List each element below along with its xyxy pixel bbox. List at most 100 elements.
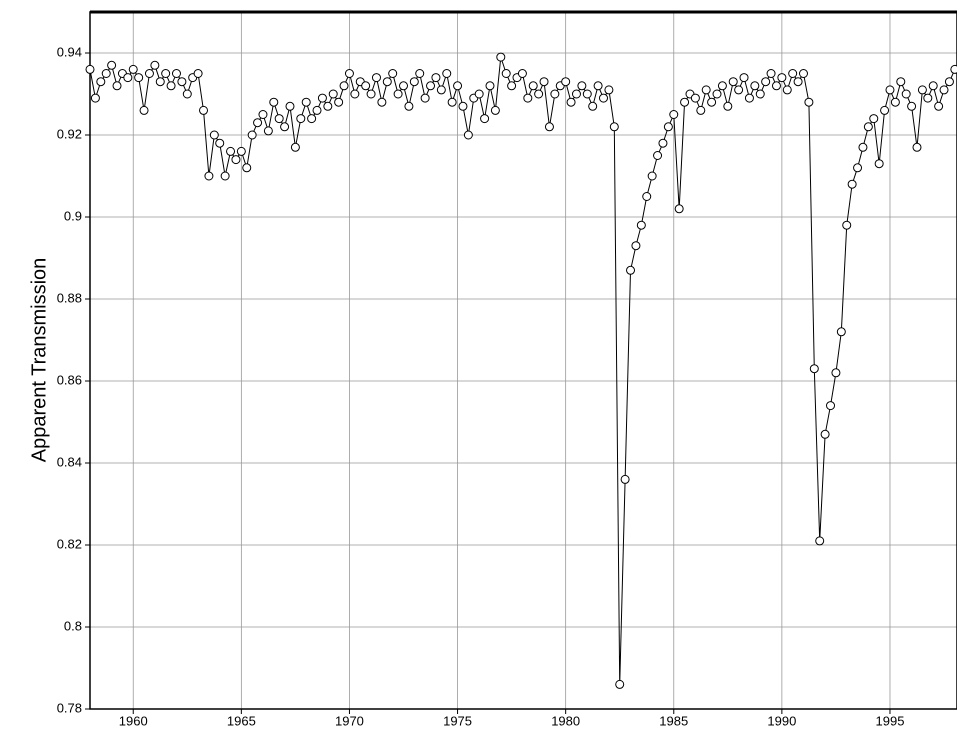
data-point [307,114,317,124]
data-point [647,171,657,181]
data-point [388,69,398,78]
y-axis-label: Apparent Transmission [28,258,50,463]
data-point [842,220,852,230]
data-point [231,155,241,165]
data-point [101,69,111,78]
data-point [858,142,868,152]
data-point [399,81,409,91]
y-tick-label: 0.82 [57,536,82,551]
data-point [815,536,825,546]
plot-frame [89,11,957,710]
data-point [766,69,776,78]
x-tick-label: 1965 [227,713,256,728]
data-point [571,89,581,99]
data-point [944,77,954,87]
data-point [761,77,771,87]
data-point [463,130,473,140]
data-point [723,101,733,111]
data-point [182,89,192,99]
y-tick-label: 0.78 [57,700,82,715]
data-point [226,146,236,156]
data-point [112,81,122,91]
data-point [328,89,338,99]
data-point [593,81,603,91]
data-point [350,89,360,99]
data-point [923,93,933,103]
x-tick-label: 1960 [119,713,148,728]
data-point [782,85,792,95]
data-point [247,130,257,140]
data-point [928,81,938,91]
data-point [215,138,225,148]
data-point [896,77,906,87]
y-tick-label: 0.8 [64,618,82,633]
data-point [393,89,403,99]
data-point [447,97,457,107]
data-point [561,77,571,87]
data-point [907,101,917,111]
data-point [528,81,538,91]
data-point [366,89,376,99]
data-point [242,163,252,173]
data-point [523,93,533,103]
data-point [853,163,863,173]
data-point [950,64,957,74]
data-point [620,474,630,484]
data-point [144,69,154,78]
data-point [453,81,463,91]
data-point [107,60,117,70]
data-point [809,364,819,374]
data-point [128,64,138,74]
series-line [89,56,956,685]
data-point [717,81,727,91]
data-point [739,73,749,83]
data-point [409,77,419,87]
data-point [707,97,717,107]
data-point [161,69,171,78]
data-point [798,69,808,78]
data-point [755,89,765,99]
data-point [123,73,133,83]
data-point [480,114,490,124]
data-point [636,220,646,230]
y-tick-label: 0.88 [57,290,82,305]
data-point [534,89,544,99]
data-point [485,81,495,91]
data-point [96,77,106,87]
data-point [734,85,744,95]
data-point [680,97,690,107]
data-point [539,77,549,87]
data-point [415,69,425,78]
data-point [820,429,830,439]
data-point [696,105,706,115]
data-point [912,142,922,152]
data-point [253,118,263,128]
data-point [490,105,500,115]
data-point [604,85,614,95]
data-point [134,73,144,83]
data-point [836,327,846,337]
data-point [85,64,95,74]
data-point [631,241,641,251]
data-point [371,73,381,83]
data-point [750,81,760,91]
data-point [577,81,587,91]
data-point [458,101,468,111]
data-point [274,114,284,124]
data-point [339,81,349,91]
data-point [199,105,209,115]
y-tick-label: 0.94 [57,44,82,59]
data-point [150,60,160,70]
x-tick-label: 1990 [767,713,796,728]
data-point [550,89,560,99]
data-point [788,69,798,78]
data-point [90,93,100,103]
x-tick-label: 1995 [876,713,905,728]
data-point [204,171,214,181]
data-point [404,101,414,111]
data-point [874,159,884,169]
data-point [420,93,430,103]
data-point [626,265,636,275]
